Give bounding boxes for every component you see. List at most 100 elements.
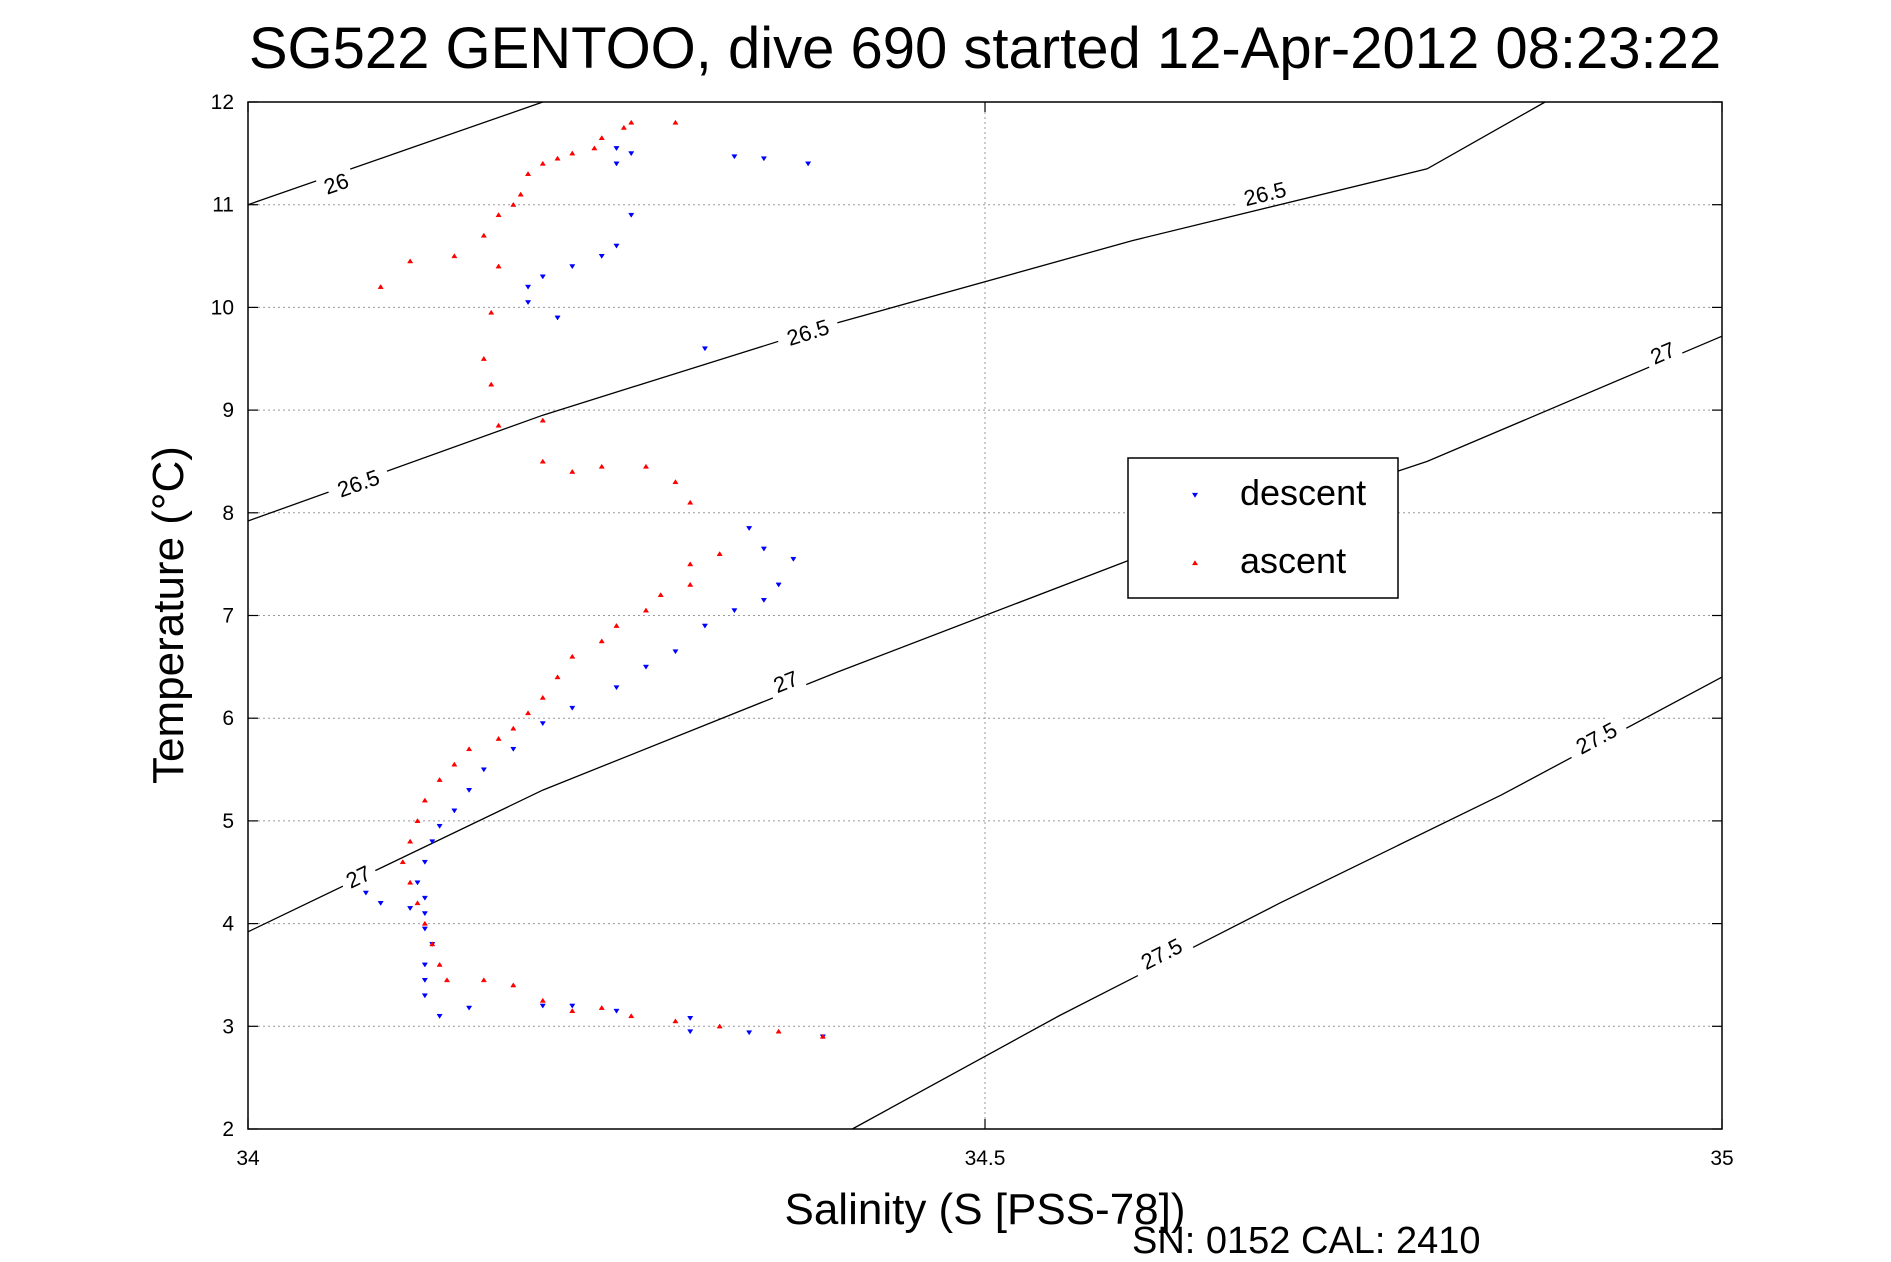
descent-point — [746, 526, 753, 532]
legend-marker-ascent — [1192, 560, 1198, 566]
x-tick-label: 34 — [236, 1147, 260, 1170]
ascent-point — [716, 551, 723, 556]
ascent-point — [451, 761, 458, 767]
legend-label-ascent: ascent — [1240, 540, 1346, 581]
ascent-point — [539, 694, 546, 700]
descent-point — [672, 649, 679, 655]
legend-label-descent: descent — [1240, 472, 1366, 513]
descent-point — [628, 151, 635, 157]
x-axis-label: Salinity (S [PSS-78]) — [784, 1185, 1185, 1234]
ascent-point — [628, 1013, 635, 1019]
descent-point — [421, 993, 428, 999]
ascent-point — [525, 171, 532, 176]
contour-label-background — [1231, 174, 1298, 213]
descent-point — [613, 685, 620, 691]
ascent-point — [517, 191, 524, 197]
contour-line-26 — [247, 101, 544, 206]
y-tick-label: 11 — [212, 194, 234, 217]
descent-point — [525, 300, 532, 306]
contour-label-background — [1128, 928, 1195, 979]
y-tick-label: 3 — [222, 1015, 234, 1038]
y-tick-label: 6 — [222, 707, 234, 730]
descent-point — [628, 212, 635, 218]
x-tick-label: 35 — [1710, 1147, 1733, 1170]
descent-point — [790, 556, 797, 562]
ascent-point — [598, 463, 605, 469]
ascent-point — [510, 982, 517, 988]
y-tick-label: 4 — [222, 913, 234, 936]
descent-point — [613, 1008, 620, 1014]
contour-label-background — [325, 461, 392, 505]
ascent-point — [495, 735, 502, 741]
descent-point — [539, 1003, 546, 1009]
ascent-point — [642, 607, 650, 613]
y-axis-label: Temperature (°C) — [144, 446, 193, 784]
legend: descent ascent — [1127, 457, 1399, 599]
descent-point — [466, 788, 473, 793]
x-tick-label: 34.5 — [965, 1147, 1006, 1170]
y-tick-label: 2 — [222, 1118, 234, 1141]
descent-point — [569, 705, 576, 711]
ascent-point — [569, 468, 576, 474]
descent-point — [436, 1013, 443, 1019]
ascent-point — [569, 150, 576, 156]
ascent-point — [480, 977, 487, 983]
descent-point — [701, 346, 708, 352]
descent-point — [451, 808, 458, 814]
descent-point — [429, 839, 436, 845]
ascent-point — [495, 263, 502, 269]
descent-point — [421, 859, 428, 865]
descent-point — [613, 243, 620, 249]
y-tick-label: 7 — [222, 605, 234, 628]
ascent-point — [407, 879, 414, 885]
descent-point — [687, 1016, 694, 1021]
descent-point — [421, 962, 428, 968]
contour-label-background — [764, 663, 807, 700]
descent-point — [731, 154, 738, 160]
legend-marker-descent — [1192, 492, 1198, 498]
y-tick-label: 10 — [211, 296, 234, 319]
descent-point — [377, 900, 384, 906]
ascent-point — [539, 997, 546, 1003]
descent-point — [746, 1030, 753, 1036]
ascent-point — [480, 232, 487, 238]
ascent-point — [716, 1023, 723, 1029]
descent-point — [613, 146, 620, 152]
ascent-point — [598, 1004, 605, 1010]
ascent-point — [443, 977, 451, 983]
ascent-point — [775, 1028, 782, 1034]
descent-point — [421, 978, 428, 983]
ascent-point — [510, 201, 517, 207]
descent-point — [539, 721, 546, 727]
descent-point — [362, 890, 369, 896]
chart-title: SG522 GENTOO, dive 690 started 12-Apr-20… — [249, 16, 1721, 81]
ascent-point — [569, 653, 576, 659]
descent-point — [613, 161, 620, 167]
descent-point — [554, 315, 561, 321]
contour-label-background — [774, 311, 841, 353]
ascent-point — [554, 155, 561, 161]
ascent-point — [554, 674, 561, 680]
legend-box — [1127, 457, 1399, 599]
ascent-point — [598, 638, 605, 644]
descent-point — [436, 823, 443, 829]
ascent-point — [687, 581, 694, 587]
descent-point — [539, 274, 546, 280]
ascent-point — [480, 355, 487, 361]
ascent-point — [451, 253, 458, 259]
contour-label-background — [1641, 334, 1684, 371]
ascent-point — [687, 561, 694, 567]
ascent-point — [407, 838, 414, 844]
ascent-point — [620, 124, 627, 130]
ascent-point — [495, 422, 502, 428]
ascent-point — [407, 258, 414, 264]
ascent-point — [672, 1018, 679, 1024]
ascent-point — [495, 212, 502, 218]
descent-point — [731, 608, 738, 614]
descent-point — [701, 623, 708, 629]
ascent-point — [510, 725, 517, 731]
contour-label-background — [1563, 712, 1630, 764]
ascent-point — [421, 797, 428, 803]
ascent-point — [687, 499, 694, 505]
